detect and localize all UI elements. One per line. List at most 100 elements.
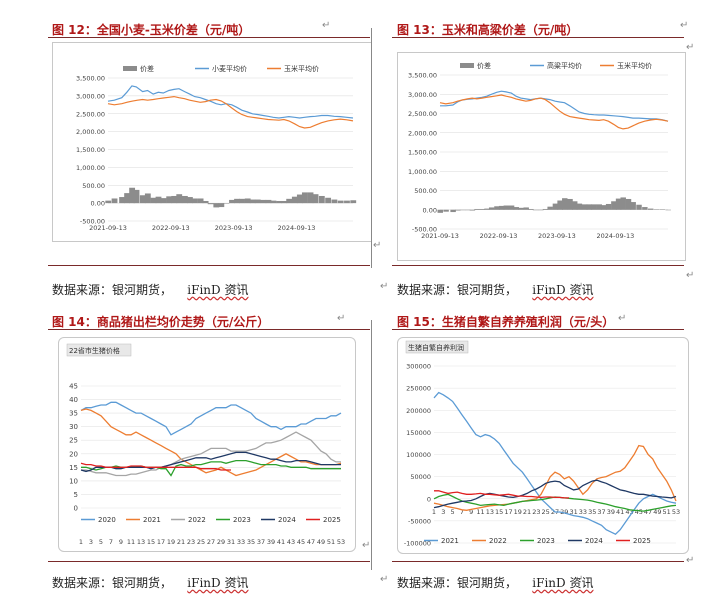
series-line-玉米平均价 <box>107 95 354 129</box>
spread-bar <box>286 198 293 204</box>
spread-bar <box>611 201 617 210</box>
spread-bar <box>187 197 193 204</box>
data-source-note: 数据来源：银河期货， iFinD 资讯 <box>397 574 593 591</box>
legend-label: 玉米平均价 <box>617 61 652 70</box>
spread-bar <box>160 198 167 204</box>
spread-bar <box>281 200 288 204</box>
chart-title-box <box>405 340 469 354</box>
spread-bar <box>312 194 319 204</box>
x-tick-label: 21 <box>523 508 531 516</box>
spread-bar <box>547 206 553 210</box>
spread-bar <box>139 195 146 204</box>
x-tick-label: 45 <box>297 538 305 546</box>
x-tick-label: 9 <box>469 508 473 516</box>
series-line-2023 <box>81 459 341 477</box>
chart-hog-farming-profit: 生猪自繁自养利润 300000 250000 200000 150000 100000 50… <box>397 337 689 554</box>
spread-bar <box>192 198 198 204</box>
title-rule <box>392 329 684 330</box>
series-line-2021 <box>80 408 342 477</box>
series-line-2021 <box>433 391 677 535</box>
y-tick-label: 25 <box>69 437 78 445</box>
return-mark: ↵ <box>575 281 584 292</box>
legend-swatch <box>460 63 474 68</box>
spread-bar <box>197 198 204 204</box>
spread-bar <box>620 197 626 210</box>
spread-bar <box>647 208 654 210</box>
y-tick-label: -500.00 <box>80 218 105 226</box>
y-tick-label: 20 <box>69 450 78 458</box>
spread-bar <box>523 207 529 210</box>
title-rule <box>48 37 370 38</box>
chart-title: 22省市生猪价格 <box>69 346 120 355</box>
data-source-note: 数据来源：银河期货， iFinD 资讯 <box>52 281 248 298</box>
x-tick-label: 7 <box>460 508 464 516</box>
return-mark: ↵ <box>686 270 695 281</box>
chart-title: 生猪自繁自养利润 <box>408 343 464 352</box>
source-brand: iFinD 资讯 <box>187 576 249 590</box>
legend-label: 2022 <box>188 516 206 524</box>
source-brand: iFinD 资讯 <box>532 576 594 590</box>
y-tick-label: 2,500.00 <box>76 110 105 118</box>
y-tick-label: 45 <box>69 383 78 391</box>
series-line-2022 <box>81 431 341 477</box>
spread-bar <box>244 198 251 204</box>
x-tick-label: 2021-09-13 <box>421 232 459 240</box>
chart-svg: 生猪自繁自养利润30000025000020000015000010000050… <box>404 340 680 548</box>
spread-bar <box>270 200 277 204</box>
x-tick-label: 49 <box>317 538 325 546</box>
x-tick-label: 3 <box>89 538 93 546</box>
spread-bar <box>155 196 162 204</box>
legend-label: 高粱平均价 <box>547 61 582 70</box>
x-tick-label: 11 <box>476 508 484 516</box>
spread-bar <box>124 193 131 204</box>
x-tick-label: 37 <box>597 508 605 516</box>
x-tick-label: 27 <box>207 538 215 546</box>
x-tick-label: 9 <box>119 538 123 546</box>
y-tick-label: 10 <box>69 477 78 485</box>
spread-bar <box>325 197 332 204</box>
spread-bar <box>474 208 480 210</box>
chart-title-box <box>66 343 132 357</box>
y-tick-label: 5 <box>74 491 78 499</box>
x-tick-label: 5 <box>99 538 103 546</box>
data-source-note: 数据来源：银河期货， iFinD 资讯 <box>52 574 248 591</box>
y-tick-label: 30 <box>69 423 78 431</box>
spread-bar <box>276 200 283 204</box>
x-tick-label: 15 <box>147 538 155 546</box>
spread-bar <box>636 204 642 210</box>
x-tick-label: 31 <box>569 508 577 516</box>
y-tick-label: 3,500.00 <box>408 72 437 80</box>
x-tick-label: 35 <box>588 508 596 516</box>
legend-label: 2021 <box>441 537 459 545</box>
series-line-2022 <box>433 444 677 511</box>
return-mark: ↵ <box>686 42 695 53</box>
y-tick-label: 0 <box>74 505 78 513</box>
x-tick-label: 7 <box>109 538 113 546</box>
x-tick-label: 2023-09-13 <box>215 224 253 232</box>
figure-15-title: 图 15：生猪自繁自养养殖利润（元/头） <box>397 315 615 329</box>
y-tick-label: 2,500.00 <box>408 110 437 118</box>
spread-bar <box>576 203 583 210</box>
x-tick-label: 25 <box>197 538 205 546</box>
return-mark: ↵ <box>232 281 241 292</box>
y-tick-label: 35 <box>69 410 78 418</box>
spread-bar <box>331 199 338 204</box>
legend-label: 2024 <box>585 537 603 545</box>
spread-bar <box>133 189 140 204</box>
x-tick-label: 23 <box>532 508 540 516</box>
x-tick-label: 19 <box>167 538 175 546</box>
y-tick-label: 150000 <box>406 429 431 437</box>
spread-bar <box>307 192 314 204</box>
spread-bar <box>581 204 588 210</box>
figure-12-title: 图 12：全国小麦-玉米价差（元/吨） <box>52 23 251 37</box>
x-tick-label: 43 <box>287 538 295 546</box>
spread-bar <box>528 208 534 210</box>
y-tick-label: 100000 <box>406 451 431 459</box>
return-mark: ↵ <box>618 313 627 324</box>
x-tick-label: 53 <box>672 508 680 516</box>
x-tick-label: 13 <box>137 538 145 546</box>
x-tick-label: 33 <box>579 508 587 516</box>
spread-bar <box>129 187 136 204</box>
spread-bar <box>443 209 449 212</box>
y-tick-label: 2,000.00 <box>408 129 437 137</box>
